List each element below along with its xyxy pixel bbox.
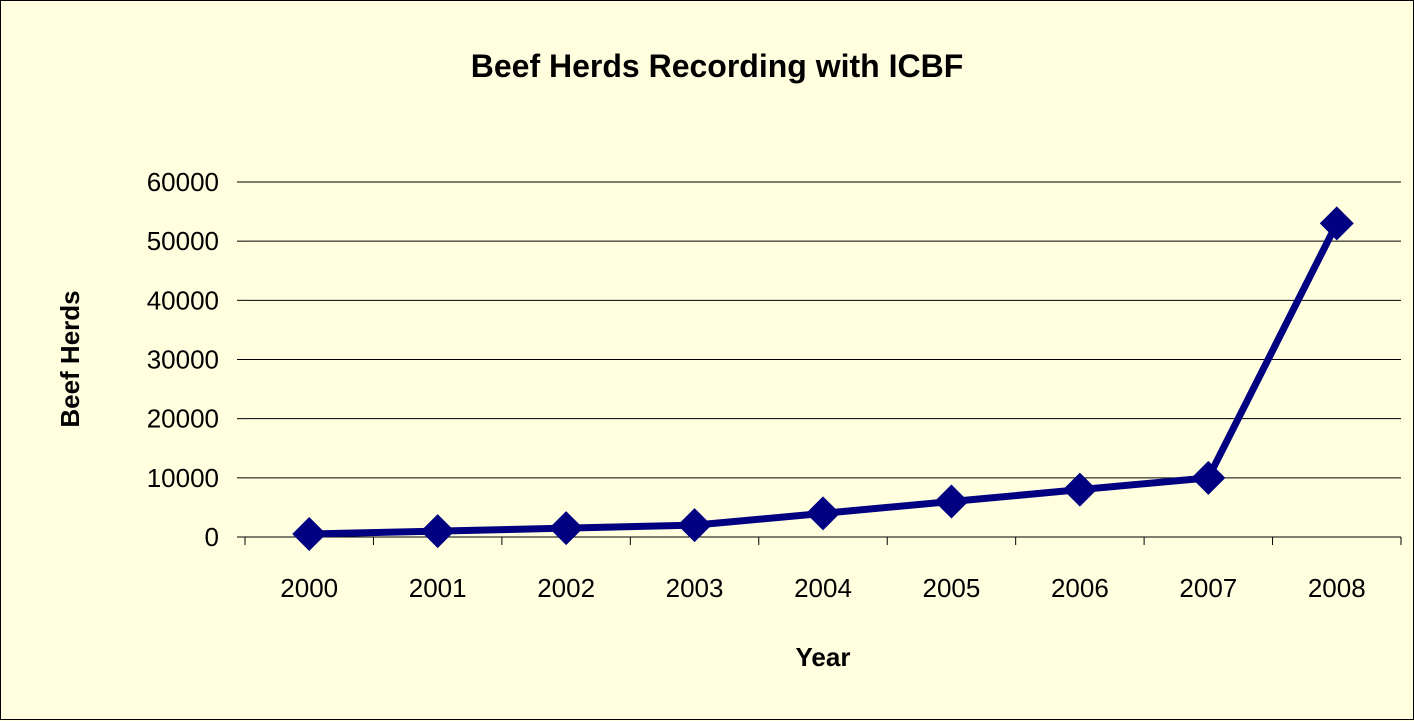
x-tick-label: 2004: [794, 573, 852, 603]
y-tick-label: 40000: [147, 285, 219, 315]
data-point-marker: [1319, 206, 1354, 241]
data-point-marker: [292, 517, 327, 552]
data-point-marker: [677, 508, 712, 543]
data-point-marker: [1191, 460, 1226, 495]
y-tick-label: 50000: [147, 226, 219, 256]
y-tick-label: 60000: [147, 167, 219, 197]
x-tick-label: 2003: [666, 573, 724, 603]
y-tick-label: 0: [205, 522, 219, 552]
x-tick-label: 2000: [280, 573, 338, 603]
x-tick-label: 2002: [537, 573, 595, 603]
chart-title: Beef Herds Recording with ICBF: [471, 48, 964, 84]
data-point-marker: [420, 514, 455, 549]
x-tick-label: 2007: [1179, 573, 1237, 603]
x-tick-label: 2008: [1308, 573, 1366, 603]
data-point-marker: [934, 484, 969, 519]
data-point-marker: [806, 496, 840, 531]
series-line: [309, 221, 1340, 538]
y-tick-label: 10000: [147, 463, 219, 493]
y-tick-label: 20000: [147, 404, 219, 434]
x-axis-title: Year: [796, 642, 851, 672]
y-tick-label: 30000: [147, 345, 219, 375]
x-tick-label: 2001: [409, 573, 467, 603]
y-axis-title: Beef Herds: [55, 290, 85, 427]
data-point-marker: [549, 511, 584, 546]
x-tick-label: 2006: [1051, 573, 1109, 603]
data-point-marker: [1062, 472, 1097, 507]
x-tick-label: 2005: [923, 573, 981, 603]
